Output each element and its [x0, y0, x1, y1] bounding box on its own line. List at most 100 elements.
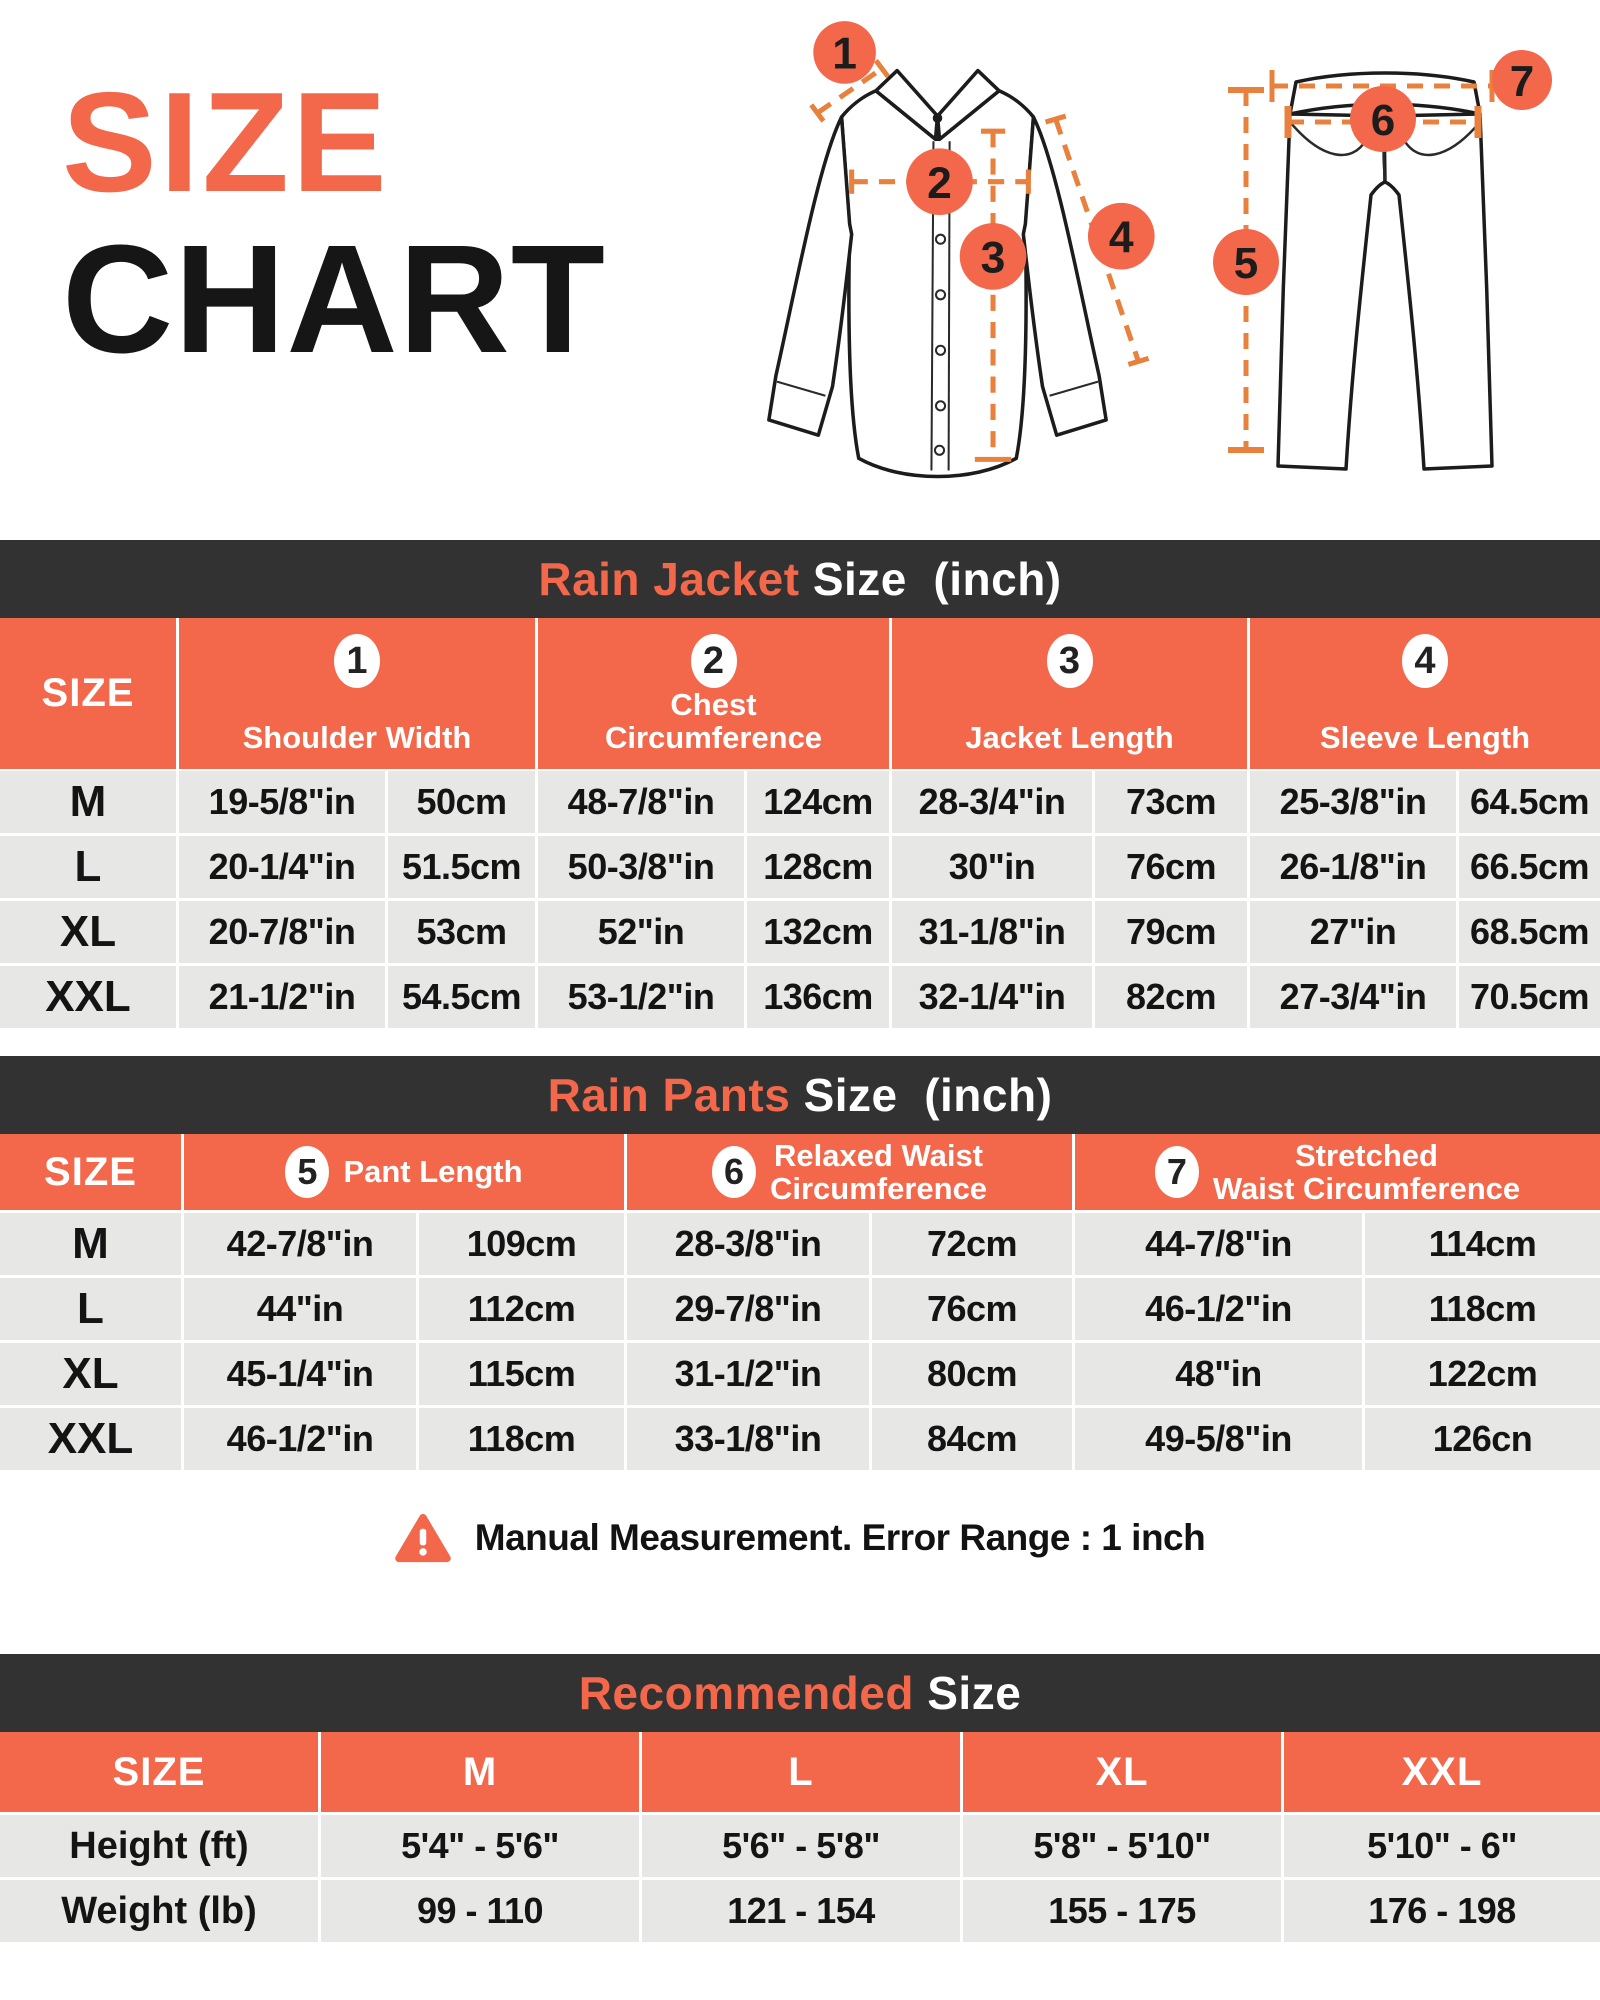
hero-section: SIZE CHART	[0, 0, 1600, 540]
table-cell: 42-7/8"in	[184, 1213, 416, 1275]
pants-title-accent: Rain Pants	[547, 1069, 791, 1121]
table-cell: 128cm	[747, 836, 889, 898]
col-7-badge: 7	[1154, 1146, 1199, 1198]
col-4-badge: 4	[1402, 634, 1448, 688]
table-cell: 155 - 175	[963, 1880, 1281, 1942]
table-cell: 80cm	[872, 1343, 1072, 1405]
col-3-badge: 3	[1046, 634, 1093, 688]
table-cell: 48"in	[1075, 1343, 1362, 1405]
table-cell: 51.5cm	[388, 836, 535, 898]
table-cell: 50-3/8"in	[538, 836, 744, 898]
page-title-size: SIZE	[62, 63, 390, 222]
shirt-collar	[874, 68, 940, 142]
table-cell: 52"in	[538, 901, 744, 963]
table-cell: 31-1/8"in	[892, 901, 1092, 963]
marker-5-icon	[1213, 229, 1279, 295]
marker-3-icon	[959, 223, 1027, 290]
marker-1-icon	[813, 21, 876, 84]
pants-col-pant-length: 5 Pant Length	[184, 1134, 624, 1210]
table-cell: 79cm	[1095, 901, 1247, 963]
table-cell: 44"in	[184, 1278, 416, 1340]
pants-row-size: L	[0, 1278, 181, 1340]
jacket-col-shoulder-width: 1 Shoulder Width	[179, 618, 535, 769]
pants-right-leg	[1382, 112, 1494, 471]
table-cell: 68.5cm	[1459, 901, 1600, 963]
jacket-row-size: XXL	[0, 966, 176, 1028]
table-cell: 20-1/4"in	[179, 836, 385, 898]
marker-2-icon	[906, 148, 973, 215]
table-cell: 27"in	[1250, 901, 1456, 963]
rec-header-size: SIZE	[0, 1732, 318, 1812]
jacket-col-jacket-length: 3 Jacket Length	[892, 618, 1247, 769]
jacket-col-sleeve-length: 4 Sleeve Length	[1250, 618, 1600, 769]
col-6-label: Relaxed Waist Circumference	[769, 1137, 988, 1206]
table-cell: 44-7/8"in	[1075, 1213, 1362, 1275]
pants-col-relaxed-waist: 6 Relaxed Waist Circumference	[627, 1134, 1072, 1210]
col-2-label: Chest Circumference	[604, 687, 823, 756]
table-cell: 5'10" - 6"	[1284, 1815, 1600, 1877]
recommended-table-header: SIZE M L XL XXL	[0, 1732, 1600, 1812]
table-cell: 53cm	[388, 901, 535, 963]
pants-section: Rain Pants Size (inch) SIZE 5 Pant Lengt…	[0, 1056, 1600, 1470]
table-cell: 25-3/8"in	[1250, 771, 1456, 833]
table-cell: 109cm	[419, 1213, 624, 1275]
recommended-title-accent: Recommended	[578, 1667, 914, 1719]
table-cell: 176 - 198	[1284, 1880, 1600, 1942]
table-cell: 29-7/8"in	[627, 1278, 869, 1340]
table-cell: 5'4" - 5'6"	[321, 1815, 639, 1877]
table-cell: 26-1/8"in	[1250, 836, 1456, 898]
table-cell: 121 - 154	[642, 1880, 960, 1942]
table-cell: 132cm	[747, 901, 889, 963]
measure-line-shoulder	[815, 66, 884, 116]
table-cell: 118cm	[419, 1408, 624, 1470]
pants-table-header: SIZE 5 Pant Length 6 Relaxed Waist Circu…	[0, 1134, 1600, 1210]
rec-header-m: M	[321, 1732, 639, 1812]
table-cell: 46-1/2"in	[1075, 1278, 1362, 1340]
table-cell: 112cm	[419, 1278, 624, 1340]
shirt-diagram: 1 2 3 4	[767, 21, 1155, 479]
svg-text:4: 4	[1109, 213, 1134, 262]
col-5-badge: 5	[285, 1146, 330, 1198]
rec-header-xl: XL	[963, 1732, 1281, 1812]
table-cell: 84cm	[872, 1408, 1072, 1470]
svg-text:7: 7	[1510, 57, 1534, 106]
table-cell: 114cm	[1365, 1213, 1600, 1275]
page-title: SIZE CHART	[62, 63, 606, 377]
col-7-label: Stretched Waist Circumference	[1212, 1137, 1521, 1206]
table-cell: 19-5/8"in	[179, 771, 385, 833]
pants-row-size: XL	[0, 1343, 181, 1405]
table-cell: 20-7/8"in	[179, 901, 385, 963]
recommended-title-rest: Size	[913, 1667, 1022, 1719]
table-cell: 50cm	[388, 771, 535, 833]
svg-text:3: 3	[981, 234, 1006, 283]
table-cell: 28-3/4"in	[892, 771, 1092, 833]
jacket-col-chest: 2 Chest Circumference	[538, 618, 889, 769]
table-cell: 82cm	[1095, 966, 1247, 1028]
table-cell: 33-1/8"in	[627, 1408, 869, 1470]
pants-row-size: M	[0, 1213, 181, 1275]
table-cell: 122cm	[1365, 1343, 1600, 1405]
table-cell: 70.5cm	[1459, 966, 1600, 1028]
table-cell: 27-3/4"in	[1250, 966, 1456, 1028]
table-cell: 21-1/2"in	[179, 966, 385, 1028]
jacket-row-size: M	[0, 771, 176, 833]
table-cell: 31-1/2"in	[627, 1343, 869, 1405]
table-cell: 45-1/4"in	[184, 1343, 416, 1405]
table-cell: 5'8" - 5'10"	[963, 1815, 1281, 1877]
table-cell: 118cm	[1365, 1278, 1600, 1340]
table-cell: 32-1/4"in	[892, 966, 1092, 1028]
table-cell: 28-3/8"in	[627, 1213, 869, 1275]
table-cell: 64.5cm	[1459, 771, 1600, 833]
table-cell: 66.5cm	[1459, 836, 1600, 898]
col-5-label: Pant Length	[343, 1154, 523, 1190]
col-3-label: Jacket Length	[965, 720, 1174, 756]
pants-table-body: M 42-7/8"in 109cm 28-3/8"in 72cm 44-7/8"…	[0, 1213, 1600, 1470]
rec-header-xxl: XXL	[1284, 1732, 1600, 1812]
jacket-section-title: Rain Jacket Size (inch)	[0, 540, 1600, 618]
rec-header-l: L	[642, 1732, 960, 1812]
col-2-badge: 2	[690, 634, 737, 688]
shirt-left-sleeve	[767, 115, 854, 437]
table-cell: 126cn	[1365, 1408, 1600, 1470]
pants-title-rest: Size (inch)	[790, 1069, 1053, 1121]
